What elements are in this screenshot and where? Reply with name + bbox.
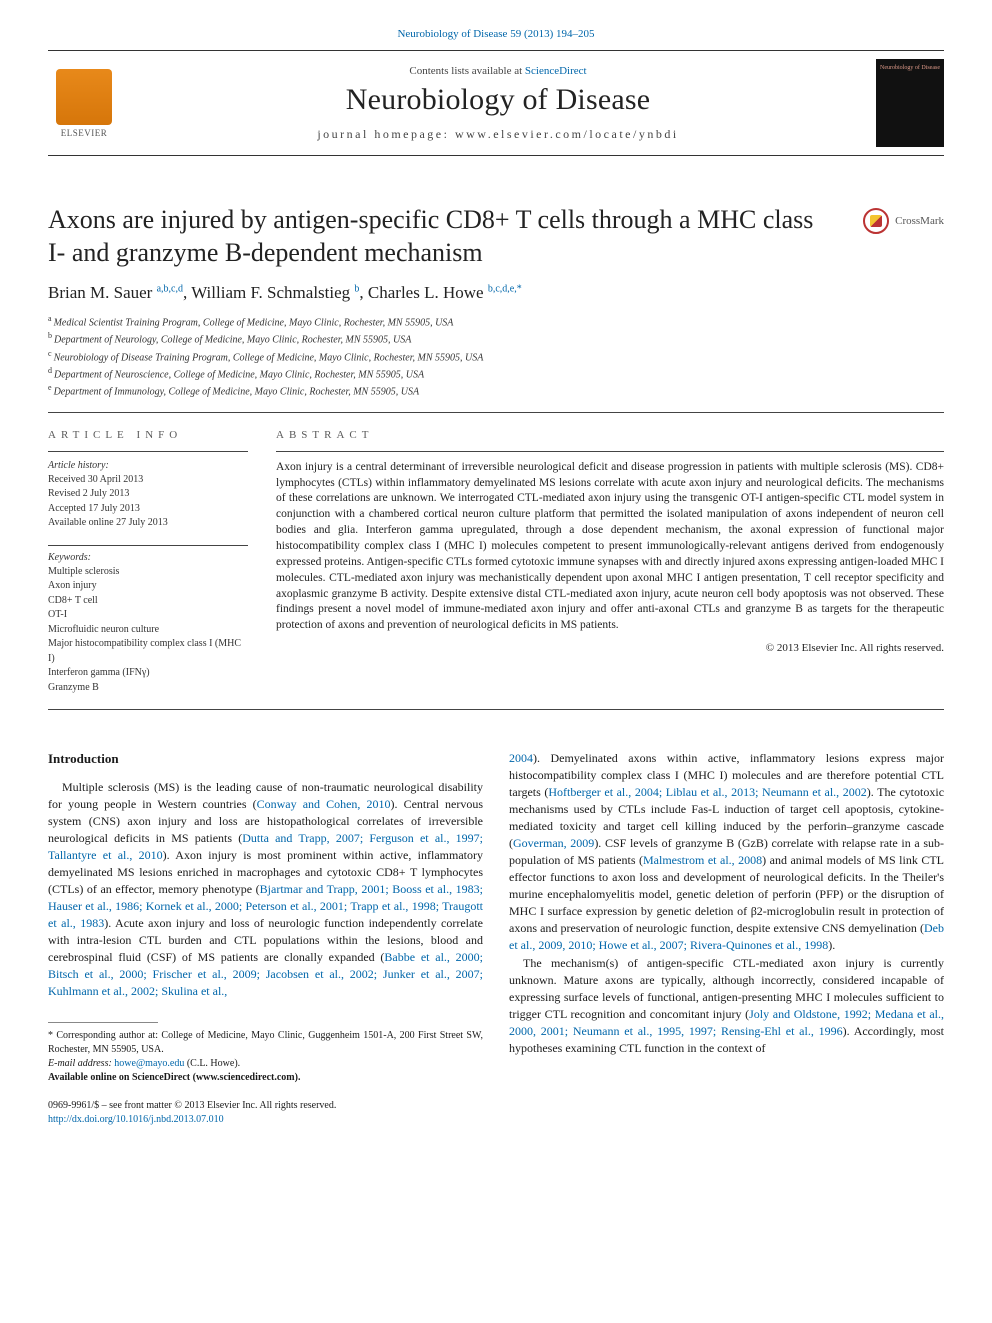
citation-link[interactable]: Malmestrom et al., 2008 — [643, 853, 762, 867]
contents-prefix: Contents lists available at — [409, 65, 524, 77]
email-link[interactable]: howe@mayo.edu — [114, 1058, 184, 1069]
journal-header: ELSEVIER Contents lists available at Sci… — [48, 50, 944, 156]
abstract-text: Axon injury is a central determinant of … — [276, 460, 944, 634]
body-column-left: Introduction Multiple sclerosis (MS) is … — [48, 750, 483, 1127]
publisher-logo-text: ELSEVIER — [61, 128, 108, 138]
citation-link[interactable]: Goverman, 2009 — [513, 836, 594, 850]
affiliation-row: eDepartment of Immunology, College of Me… — [48, 382, 944, 399]
author-name: William F. Schmalstieg — [191, 283, 350, 302]
abstract-column: ABSTRACT Axon injury is a central determ… — [276, 429, 944, 696]
keyword-item: Axon injury — [48, 579, 248, 594]
issue-citation-link[interactable]: Neurobiology of Disease 59 (2013) 194–20… — [397, 28, 594, 40]
email-line: E-mail address: howe@mayo.edu (C.L. Howe… — [48, 1057, 483, 1071]
keywords-list: Multiple sclerosis Axon injury CD8+ T ce… — [48, 565, 248, 696]
contents-line: Contents lists available at ScienceDirec… — [120, 65, 876, 77]
footer-rule — [48, 1022, 158, 1023]
affiliation-row: bDepartment of Neurology, College of Med… — [48, 330, 944, 347]
affiliation-row: dDepartment of Neuroscience, College of … — [48, 365, 944, 382]
body-column-right: 2004). Demyelinated axons within active,… — [509, 750, 944, 1127]
author-list: Brian M. Sauer a,b,c,d, William F. Schma… — [48, 283, 944, 303]
keyword-item: Granzyme B — [48, 681, 248, 696]
keyword-item: Major histocompatibility complex class I… — [48, 637, 248, 666]
info-rule — [48, 545, 248, 546]
history-item: Accepted 17 July 2013 — [48, 502, 248, 517]
citation-link[interactable]: Hoftberger et al., 2004; Liblau et al., … — [548, 785, 866, 799]
article-info-heading: ARTICLE INFO — [48, 429, 248, 441]
homepage-url: www.elsevier.com/locate/ynbdi — [455, 127, 679, 141]
crossmark-widget[interactable]: CrossMark — [863, 208, 944, 234]
section-divider — [48, 709, 944, 710]
section-divider — [48, 412, 944, 413]
cover-text: Neurobiology of Disease — [880, 65, 940, 71]
history-label: Article history: — [48, 460, 248, 471]
journal-cover-thumb: Neurobiology of Disease — [876, 59, 944, 147]
history-item: Revised 2 July 2013 — [48, 487, 248, 502]
corresponding-author-text: * Corresponding author at: College of Me… — [48, 1029, 483, 1057]
issue-citation: Neurobiology of Disease 59 (2013) 194–20… — [48, 28, 944, 40]
email-suffix: (C.L. Howe). — [184, 1058, 240, 1069]
article-info-column: ARTICLE INFO Article history: Received 3… — [48, 429, 248, 696]
body-paragraph: The mechanism(s) of antigen-specific CTL… — [509, 955, 944, 1057]
keyword-item: CD8+ T cell — [48, 594, 248, 609]
affiliation-row: cNeurobiology of Disease Training Progra… — [48, 348, 944, 365]
author-aff: a,b,c,d — [157, 283, 183, 294]
affiliations: aMedical Scientist Training Program, Col… — [48, 313, 944, 400]
homepage-prefix: journal homepage: — [317, 127, 455, 141]
corresponding-author-block: * Corresponding author at: College of Me… — [48, 1022, 483, 1085]
publisher-logo: ELSEVIER — [48, 63, 120, 143]
author-aff: b — [354, 283, 359, 294]
journal-name: Neurobiology of Disease — [120, 83, 876, 117]
journal-homepage: journal homepage: www.elsevier.com/locat… — [120, 127, 876, 142]
doi-block: 0969-9961/$ – see front matter © 2013 El… — [48, 1099, 483, 1127]
body-text: Introduction Multiple sclerosis (MS) is … — [48, 750, 944, 1127]
keyword-item: Multiple sclerosis — [48, 565, 248, 580]
history-list: Received 30 April 2013 Revised 2 July 20… — [48, 473, 248, 531]
keywords-label: Keywords: — [48, 552, 248, 563]
keyword-item: Microfluidic neuron culture — [48, 623, 248, 638]
abstract-copyright: © 2013 Elsevier Inc. All rights reserved… — [276, 642, 944, 654]
article-title: Axons are injured by antigen-specific CD… — [48, 204, 944, 269]
body-paragraph: 2004). Demyelinated axons within active,… — [509, 750, 944, 954]
keyword-item: OT-I — [48, 608, 248, 623]
citation-link[interactable]: Conway and Cohen, 2010 — [257, 797, 391, 811]
email-label: E-mail address: — [48, 1058, 114, 1069]
body-paragraph: Multiple sclerosis (MS) is the leading c… — [48, 779, 483, 1000]
issn-line: 0969-9961/$ – see front matter © 2013 El… — [48, 1099, 483, 1113]
author-name: Brian M. Sauer — [48, 283, 152, 302]
sciencedirect-link[interactable]: ScienceDirect — [525, 65, 587, 77]
intro-heading: Introduction — [48, 750, 483, 768]
history-item: Received 30 April 2013 — [48, 473, 248, 488]
availability-line: Available online on ScienceDirect (www.s… — [48, 1071, 483, 1085]
crossmark-badge-icon — [863, 208, 889, 234]
author-aff: b,c,d,e,* — [488, 283, 522, 294]
history-item: Available online 27 July 2013 — [48, 516, 248, 531]
citation-link[interactable]: 2004 — [509, 751, 533, 765]
doi-link[interactable]: http://dx.doi.org/10.1016/j.nbd.2013.07.… — [48, 1114, 224, 1125]
abstract-heading: ABSTRACT — [276, 429, 944, 441]
info-rule — [48, 451, 248, 452]
keyword-item: Interferon gamma (IFNγ) — [48, 666, 248, 681]
affiliation-row: aMedical Scientist Training Program, Col… — [48, 313, 944, 330]
elsevier-tree-icon — [56, 69, 112, 125]
abstract-rule — [276, 451, 944, 452]
author-name: Charles L. Howe — [368, 283, 484, 302]
crossmark-label: CrossMark — [895, 215, 944, 227]
